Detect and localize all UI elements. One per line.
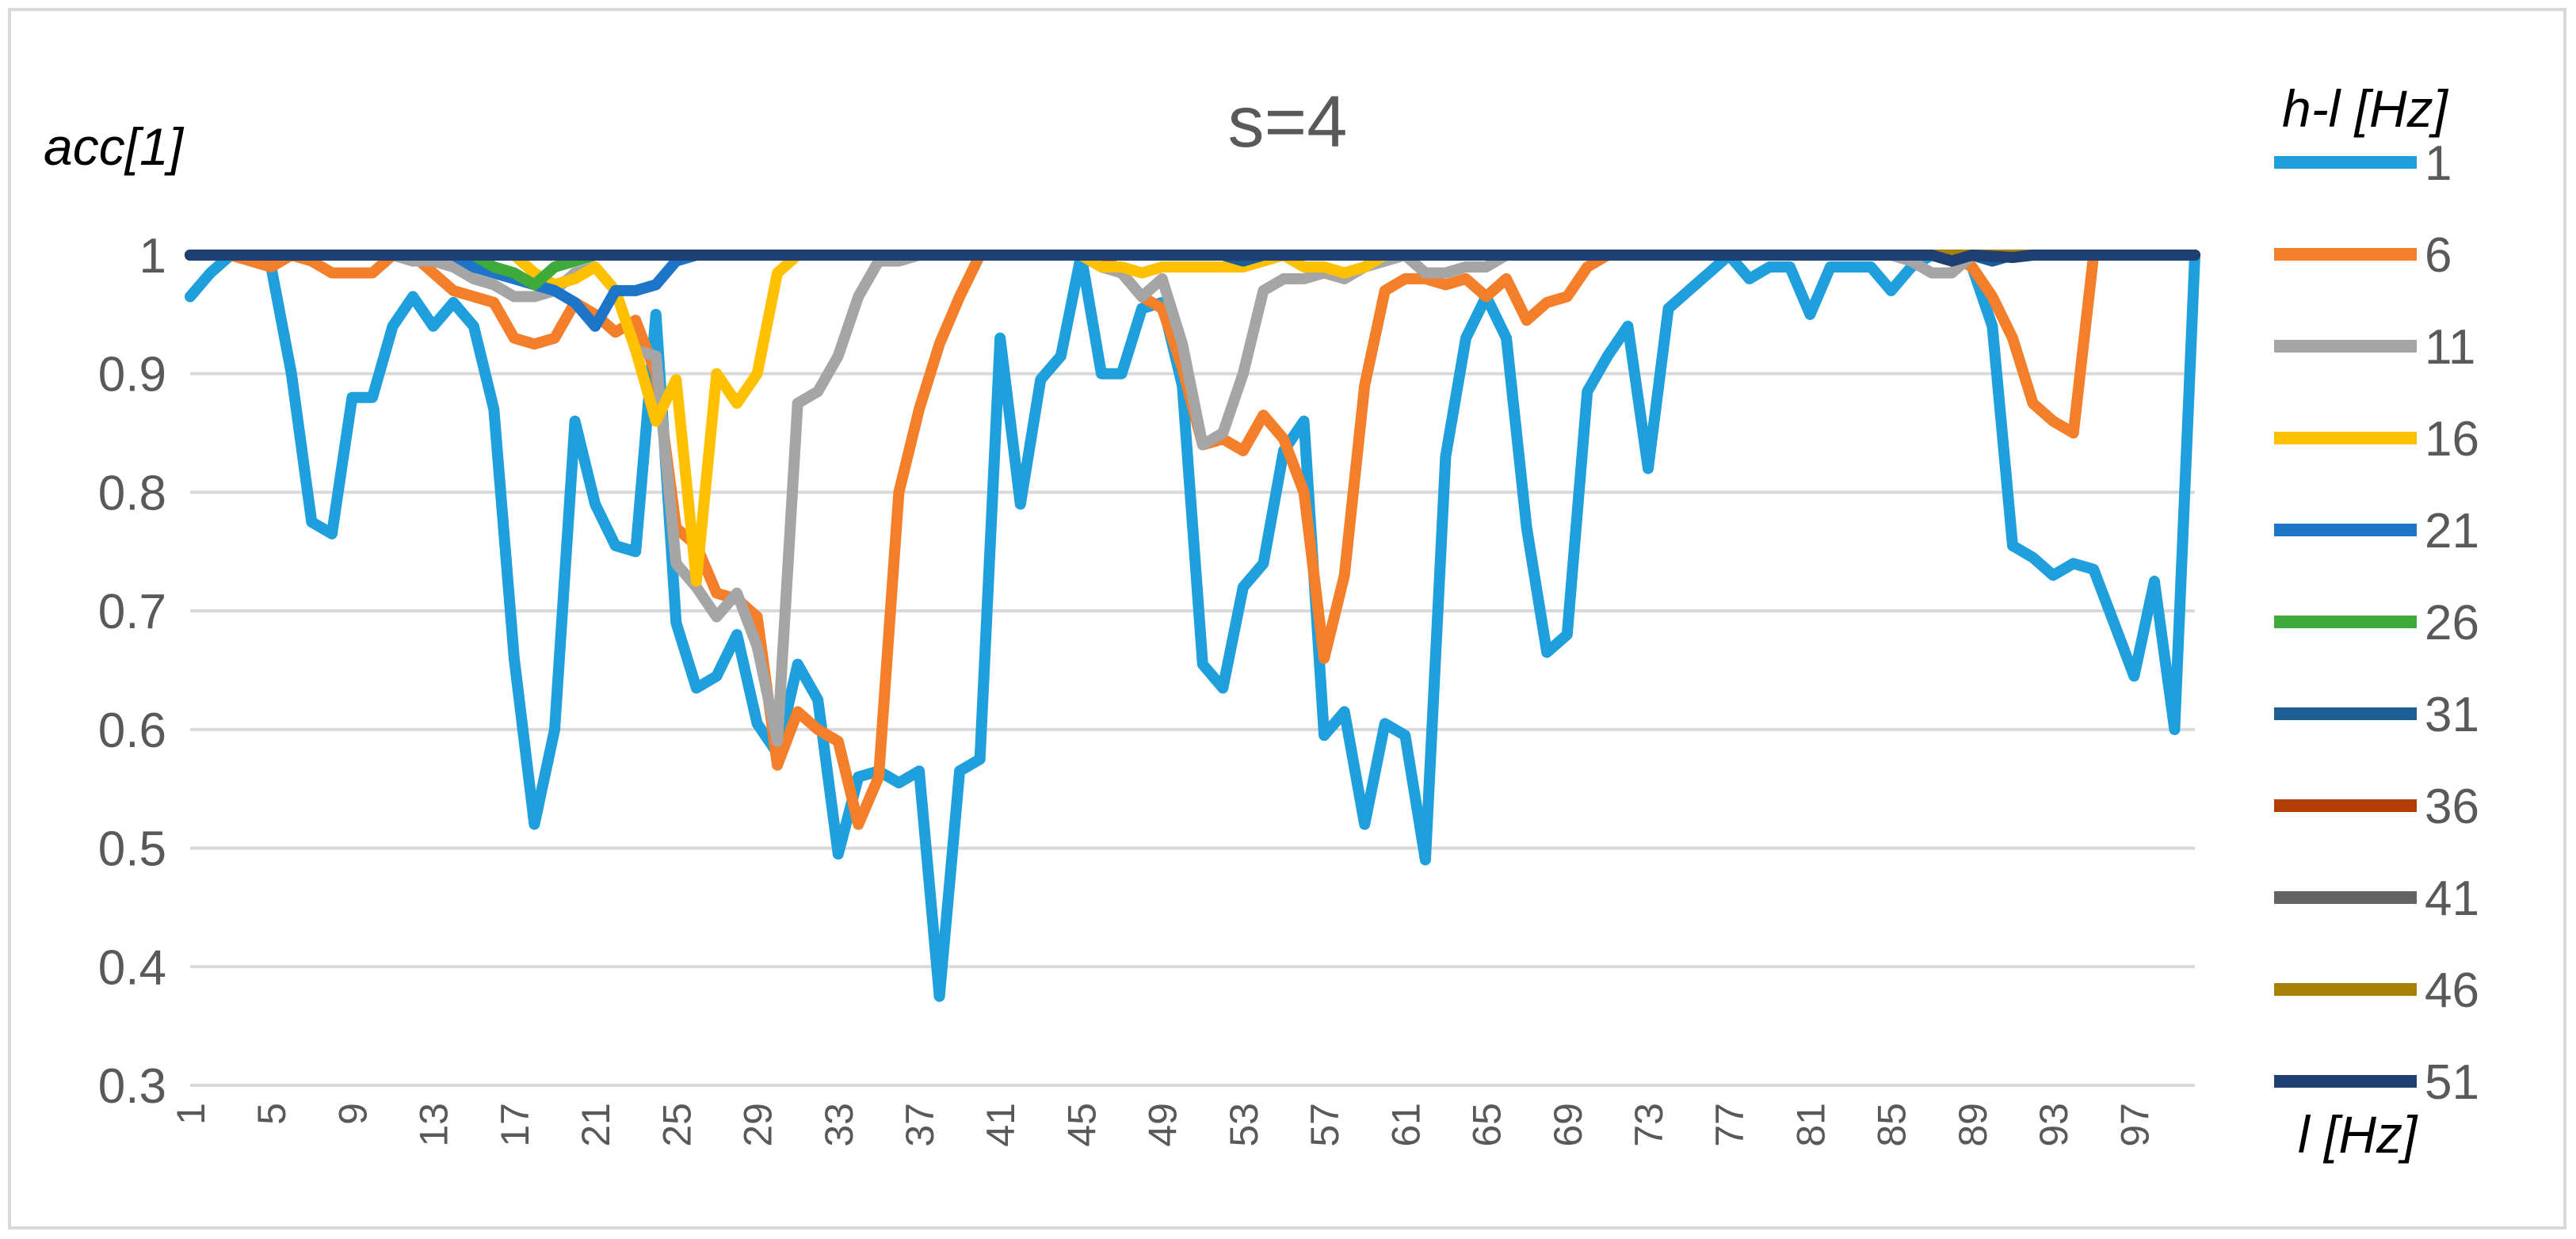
series-line-1 [185, 250, 2200, 1002]
x-axis-label: l [Hz] [2298, 1105, 2418, 1164]
series-line-21 [185, 250, 2200, 332]
legend-title: h-l [Hz] [2282, 79, 2449, 138]
x-tick-label: 85 [1870, 1103, 1914, 1147]
legend-label: 41 [2425, 871, 2479, 926]
legend-label: 31 [2425, 688, 2479, 742]
x-tick-label: 21 [574, 1103, 618, 1147]
x-tick-label: 5 [250, 1103, 294, 1125]
x-tick-label: 29 [736, 1103, 780, 1147]
y-tick-labels: 0.3 0.4 0.5 0.6 0.7 0.8 0.9 1 [98, 229, 166, 1114]
legend-label: 11 [2425, 320, 2475, 375]
x-tick-label: 73 [1627, 1103, 1671, 1147]
series-lines [185, 250, 2200, 1002]
y-tick-label: 1 [139, 229, 166, 284]
x-tick-label: 61 [1383, 1103, 1428, 1147]
x-tick-labels: 1 5 9 13 17 21 25 29 33 37 41 45 49 53 57 61 65 69 73 77 81 8… [169, 1103, 2157, 1147]
x-tick-label: 69 [1546, 1103, 1590, 1147]
legend-label: 16 [2425, 412, 2479, 467]
y-tick-label: 0.8 [98, 466, 166, 520]
x-tick-label: 93 [2032, 1103, 2076, 1147]
y-tick-label: 0.5 [98, 822, 166, 877]
y-axis-label: acc[1] [44, 117, 185, 176]
y-tick-label: 0.6 [98, 703, 166, 758]
x-tick-label: 13 [412, 1103, 456, 1147]
legend-label: 46 [2425, 963, 2479, 1018]
x-tick-label: 89 [1951, 1103, 1995, 1147]
series-line-51 [185, 250, 2200, 267]
x-tick-label: 37 [898, 1103, 942, 1147]
y-tick-label: 0.7 [98, 585, 166, 639]
x-tick-label: 9 [330, 1103, 375, 1125]
legend-label: 21 [2425, 504, 2479, 559]
legend-label: 26 [2425, 596, 2479, 650]
chart-frame [8, 8, 2566, 1229]
x-tick-label: 45 [1059, 1103, 1104, 1147]
y-tick-label: 0.3 [98, 1059, 166, 1114]
y-tick-label: 0.4 [98, 940, 166, 995]
x-tick-label: 49 [1141, 1103, 1185, 1147]
x-tick-label: 17 [493, 1103, 537, 1147]
chart-title: s=4 [1228, 82, 1348, 162]
x-tick-label: 65 [1465, 1103, 1509, 1147]
y-tick-label: 0.9 [98, 348, 166, 402]
x-tick-label: 57 [1303, 1103, 1347, 1147]
x-tick-label: 1 [169, 1103, 213, 1125]
x-tick-label: 97 [2112, 1103, 2157, 1147]
x-tick-label: 25 [654, 1103, 699, 1147]
x-tick-label: 33 [817, 1103, 861, 1147]
legend-label: 36 [2425, 780, 2479, 834]
legend-label: 6 [2425, 228, 2452, 283]
x-tick-label: 41 [979, 1103, 1023, 1147]
x-tick-label: 77 [1708, 1103, 1752, 1147]
legend-label: 51 [2425, 1055, 2479, 1110]
legend-label: 1 [2425, 136, 2452, 191]
x-tick-label: 81 [1788, 1103, 1833, 1147]
x-tick-label: 53 [1222, 1103, 1266, 1147]
